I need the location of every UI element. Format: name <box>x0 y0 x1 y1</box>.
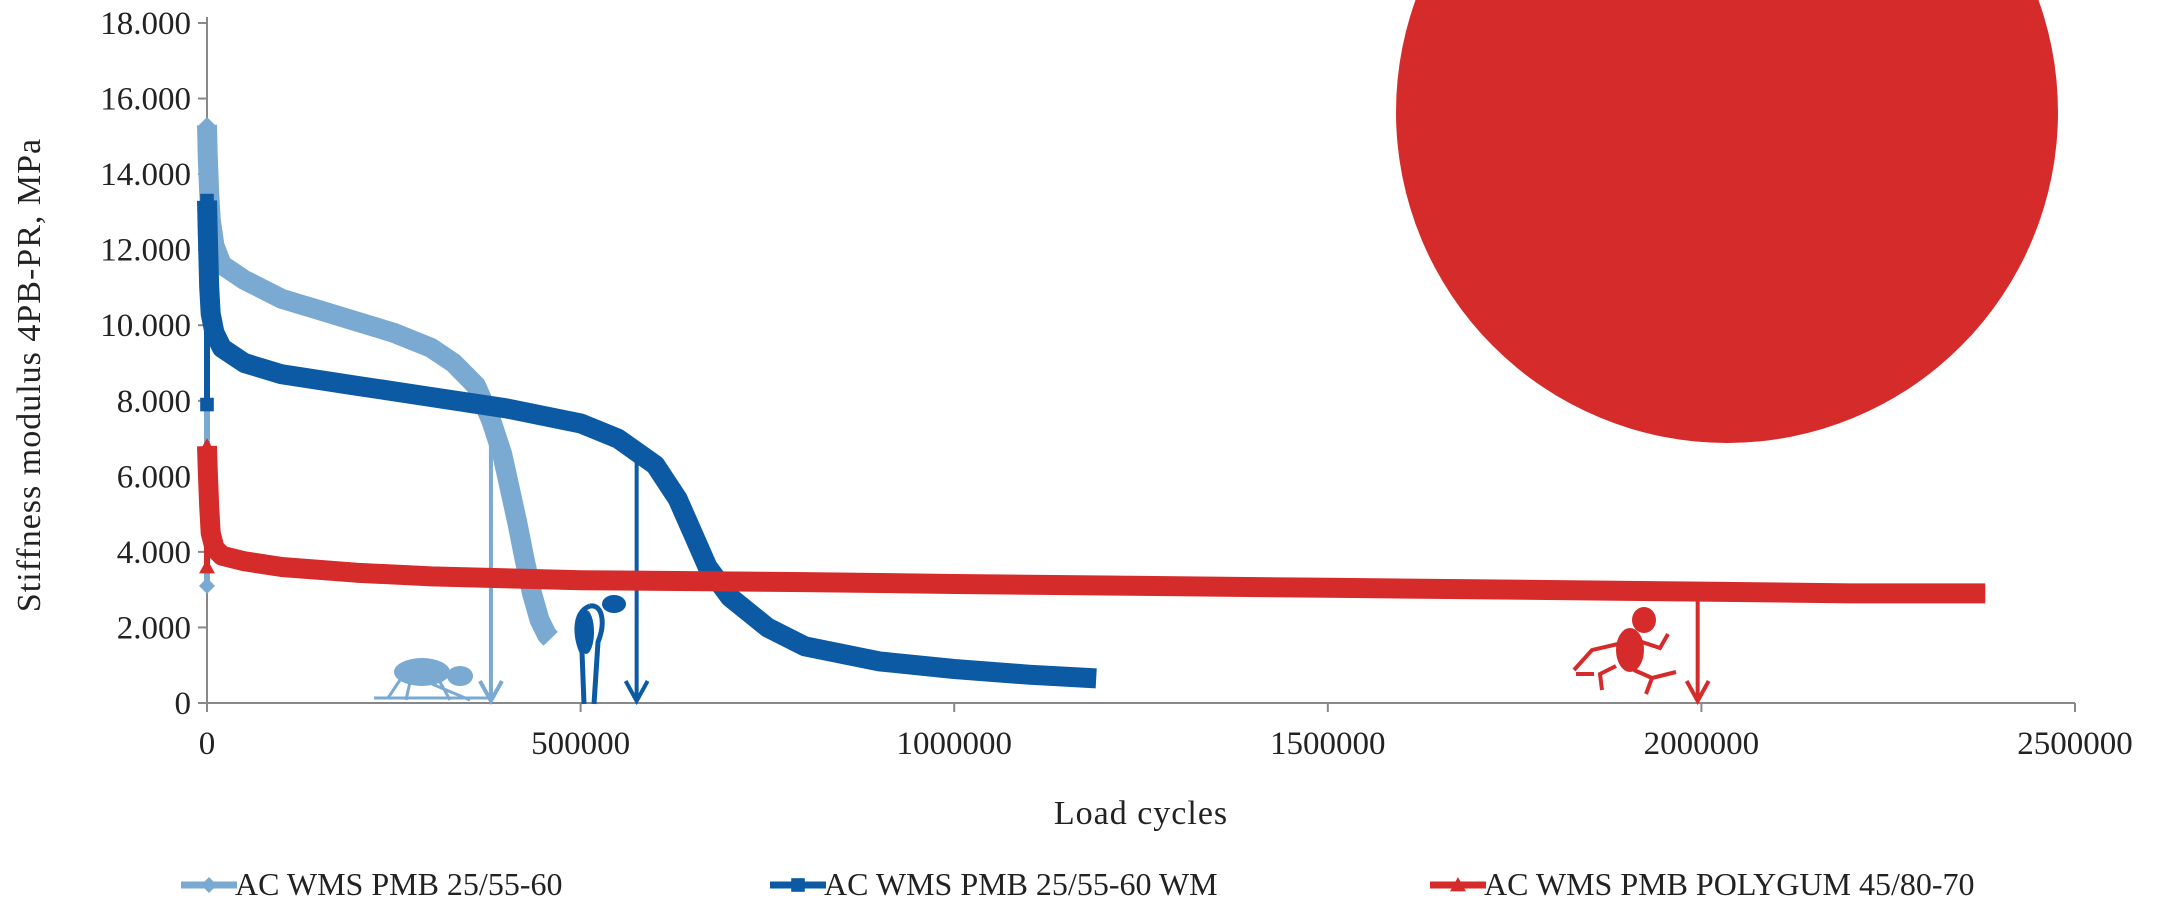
figure-torso <box>1616 628 1644 672</box>
y-tick-label: 2.000 <box>117 610 191 646</box>
series-marker <box>200 193 214 208</box>
legend-label: AC WMS PMB POLYGUM 45/80-70 <box>1484 866 1975 902</box>
legend-marker <box>791 878 805 892</box>
series-marker <box>200 397 214 412</box>
y-tick-label: 4.000 <box>117 535 191 571</box>
legend-item-2: AC WMS PMB 25/55-60 WM <box>770 866 1218 902</box>
figure-torso <box>578 610 594 654</box>
highlight-circle <box>1396 0 2058 443</box>
figure-head <box>1632 607 1656 633</box>
legend: AC WMS PMB 25/55-60 AC WMS PMB 25/55-60 W… <box>181 866 1975 902</box>
series-line <box>197 200 1097 689</box>
x-axis-title: Load cycles <box>1054 795 1228 832</box>
legend-item-1: AC WMS PMB 25/55-60 <box>181 866 562 902</box>
y-tick-label: 6.000 <box>117 459 191 495</box>
series-2 <box>197 193 1097 706</box>
x-tick-label: 1500000 <box>1270 726 1386 762</box>
legend-item-3: AC WMS PMB POLYGUM 45/80-70 <box>1430 866 1975 902</box>
x-tick-label: 2000000 <box>1644 726 1760 762</box>
y-tick-label: 8.000 <box>117 384 191 420</box>
series-marker <box>199 577 215 594</box>
series-line <box>197 445 1986 604</box>
running-figure-icon <box>1572 607 1677 695</box>
y-tick-label: 0 <box>175 686 192 722</box>
x-tick-label: 500000 <box>531 726 630 762</box>
crawling-figure-icon <box>374 658 490 702</box>
legend-marker <box>1450 877 1466 892</box>
failure-arrow-head <box>478 680 504 706</box>
figure-body <box>394 658 450 686</box>
series-marker <box>199 117 215 133</box>
x-tick-label: 2500000 <box>2017 726 2133 762</box>
y-tick-label: 18.000 <box>100 6 191 42</box>
figure-limbs <box>374 679 490 702</box>
series-3 <box>197 438 1986 706</box>
figure-limbs <box>1572 633 1677 695</box>
tired-figure-icon <box>574 595 626 705</box>
y-tick-label: 14.000 <box>100 157 191 193</box>
figure-head <box>447 666 473 686</box>
y-tick-label: 12.000 <box>100 233 191 269</box>
x-tick-label: 1000000 <box>896 726 1012 762</box>
y-tick-label: 10.000 <box>100 308 191 344</box>
legend-label: AC WMS PMB 25/55-60 WM <box>824 866 1218 902</box>
failure-arrow-head <box>1684 680 1711 706</box>
series-marker <box>199 438 215 453</box>
legend-label: AC WMS PMB 25/55-60 <box>235 866 562 902</box>
x-tick-label: 0 <box>199 726 216 762</box>
failure-arrow-head <box>623 680 650 706</box>
figure-body <box>574 603 605 705</box>
y-axis-title: Stiffness modulus 4PB-PR, MPa <box>11 138 48 612</box>
figure-head <box>602 595 626 613</box>
legend-marker <box>201 877 217 893</box>
y-tick-label: 16.000 <box>100 82 191 118</box>
series-marker <box>199 559 215 574</box>
